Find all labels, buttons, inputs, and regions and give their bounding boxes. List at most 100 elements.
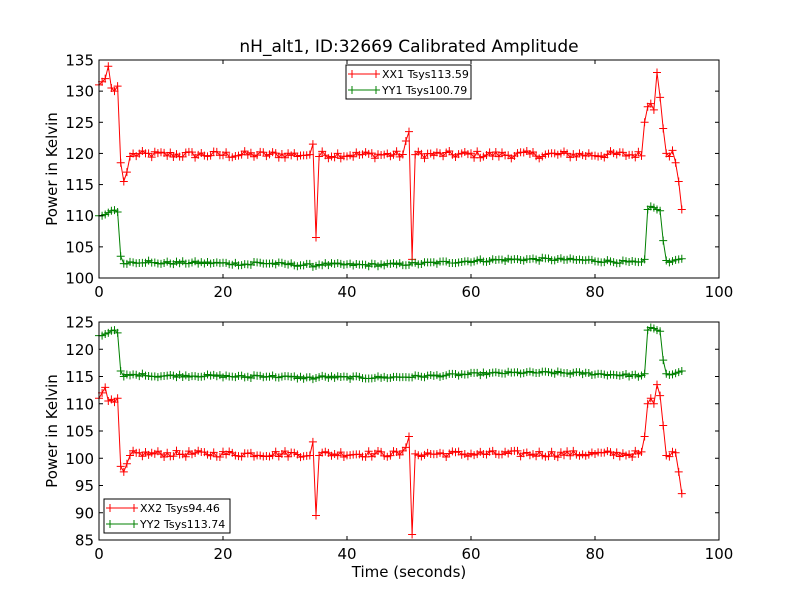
data-point-marker (166, 148, 175, 157)
data-point-marker (364, 447, 373, 456)
figure-title: nH_alt1, ID:32669 Calibrated Amplitude (239, 37, 578, 57)
data-point-marker (656, 327, 665, 336)
data-point-marker (222, 148, 231, 157)
data-point-marker (494, 152, 503, 161)
y-tick-label: 135 (65, 52, 94, 70)
y-tick-label: 125 (65, 114, 94, 132)
data-point-marker (398, 150, 407, 159)
x-tick-label: 100 (705, 283, 734, 301)
data-point-marker (308, 437, 317, 446)
x-tick-label: 60 (461, 283, 480, 301)
data-point-marker (532, 452, 541, 461)
x-tick-label: 20 (213, 283, 232, 301)
data-point-marker (677, 489, 686, 498)
data-point-marker (315, 152, 324, 161)
data-point-marker (147, 153, 156, 162)
y-tick-label: 90 (75, 504, 94, 522)
x-tick-label: 0 (94, 283, 104, 301)
data-point-marker (649, 105, 658, 114)
data-point-marker (665, 152, 674, 161)
data-point-marker (547, 447, 556, 456)
data-point-marker (563, 149, 572, 158)
series-yy2 (95, 323, 686, 384)
data-point-marker (178, 152, 187, 161)
x-tick-label: 20 (213, 545, 232, 563)
data-point-marker (308, 140, 317, 149)
data-point-marker (160, 452, 169, 461)
y-tick-label: 95 (75, 477, 94, 495)
data-point-marker (631, 153, 640, 162)
data-point-marker (119, 467, 128, 476)
data-point-marker (104, 62, 113, 71)
y-tick-label: 125 (65, 314, 94, 332)
data-point-marker (671, 448, 680, 457)
data-point-marker (659, 124, 668, 133)
legend-entry-label: YY1 Tsys100.79 (381, 84, 467, 97)
data-point-marker (122, 459, 131, 468)
data-point-marker (656, 391, 665, 400)
series-yy1 (95, 202, 686, 271)
data-point-marker (553, 453, 562, 462)
data-point-marker (116, 462, 125, 471)
data-point-marker (271, 447, 280, 456)
legend: XX1 Tsys113.59 YY1 Tsys100.79 (345, 64, 472, 100)
data-point-marker (392, 147, 401, 156)
data-point-marker (653, 380, 661, 389)
legend-box (345, 64, 472, 100)
x-tick-label: 40 (337, 283, 356, 301)
data-point-marker (668, 146, 677, 155)
data-point-marker (671, 158, 680, 167)
x-axis-label: Time (seconds) (351, 563, 467, 581)
series-xx2 (95, 380, 686, 539)
data-point-marker (473, 147, 482, 156)
y-axis-label: Power in Kelvin (43, 374, 61, 488)
data-point-marker (408, 530, 417, 539)
data-point-marker (640, 255, 649, 264)
data-point-marker (628, 452, 637, 461)
data-point-marker (420, 154, 429, 163)
data-point-marker (656, 206, 665, 215)
data-point-marker (116, 367, 125, 376)
data-point-marker (119, 177, 128, 186)
legend-marker (348, 86, 356, 94)
data-point-marker (488, 152, 497, 161)
legend-marker (372, 70, 380, 78)
data-point-marker (677, 367, 686, 376)
data-point-marker (640, 118, 649, 127)
data-point-marker (677, 205, 686, 214)
data-point-marker (405, 432, 413, 441)
data-point-marker (674, 177, 683, 186)
data-point-marker (312, 511, 320, 520)
data-point-marker (649, 399, 658, 408)
data-point-marker (349, 152, 358, 161)
data-point-marker (281, 153, 289, 162)
x-tick-label: 80 (585, 283, 604, 301)
data-point-marker (467, 149, 475, 158)
y-tick-label: 85 (75, 532, 94, 550)
data-point-marker (215, 452, 224, 461)
data-point-marker (209, 448, 218, 457)
legend-marker (130, 520, 138, 528)
x-tick-label: 100 (705, 545, 734, 563)
data-point-marker (612, 448, 621, 457)
data-point-marker (401, 443, 410, 452)
bottom-subplot: 0 20 40 60 80 100 85 90 95 100 105 110 115 120 125 Powe… (43, 314, 733, 582)
y-tick-label: 100 (65, 270, 94, 288)
data-point-marker (305, 451, 314, 460)
x-tick-label: 0 (94, 545, 104, 563)
legend-marker (106, 520, 114, 528)
legend-entry-label: YY2 Tsys113.74 (139, 518, 225, 531)
data-point-marker (367, 149, 376, 158)
data-point-marker (336, 448, 345, 457)
legend-entry-label: XX1 Tsys113.59 (382, 68, 469, 81)
data-point-marker (656, 93, 665, 102)
data-point-marker (271, 149, 280, 158)
x-tick-label: 60 (461, 545, 480, 563)
top-subplot: 0 20 40 60 80 100 100 105 110 115 120 125 130 135 Powe… (43, 52, 733, 302)
data-point-marker (116, 158, 125, 167)
data-point-marker (110, 87, 119, 96)
data-point-marker (113, 328, 122, 337)
data-point-marker (646, 99, 655, 108)
axes-frame (98, 59, 720, 279)
data-point-marker (188, 148, 196, 157)
